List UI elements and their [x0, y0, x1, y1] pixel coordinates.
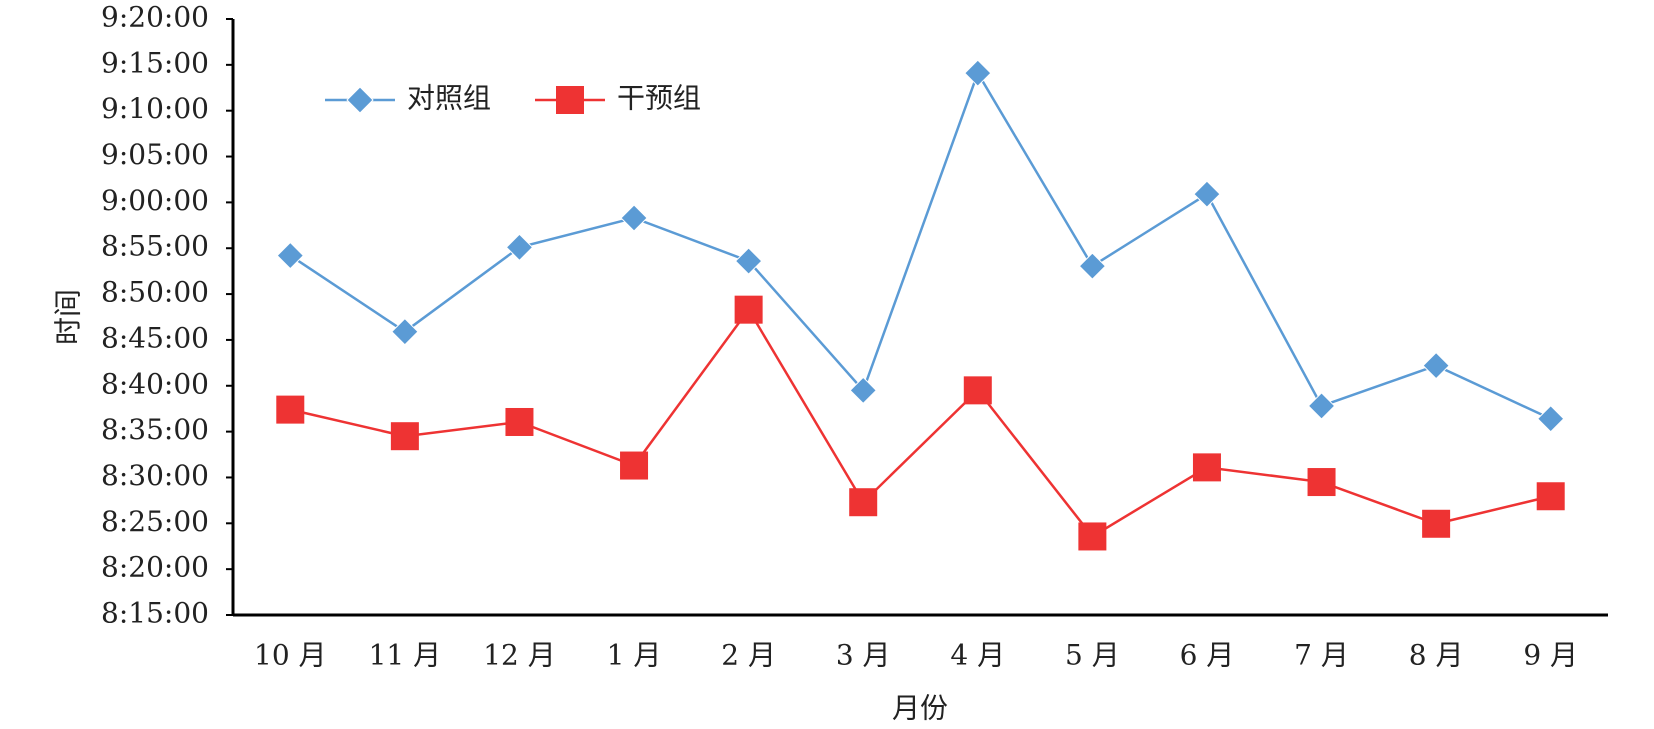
- marker: [1537, 405, 1565, 433]
- x-axis-title: 月份: [892, 692, 948, 725]
- x-tick-label: 1 月: [607, 639, 662, 672]
- x-tick-label: 5 月: [1065, 639, 1120, 672]
- marker: [1078, 522, 1107, 551]
- y-tick-label: 9:00:00: [101, 184, 209, 217]
- marker: [505, 233, 534, 262]
- marker: [1422, 351, 1450, 380]
- marker: [1422, 509, 1451, 538]
- marker: [391, 317, 419, 346]
- y-tick-label: 8:55:00: [101, 230, 209, 263]
- marker: [849, 376, 877, 405]
- marker: [390, 422, 419, 451]
- y-tick-label: 8:20:00: [101, 551, 209, 584]
- y-tick-label: 9:10:00: [101, 92, 209, 125]
- y-tick-label: 8:50:00: [101, 276, 209, 309]
- marker: [276, 395, 305, 424]
- series-line: [290, 307, 1552, 539]
- x-tick-label: 3 月: [836, 639, 891, 672]
- x-tick-label: 4 月: [950, 639, 1005, 672]
- y-tick-label: 8:25:00: [101, 505, 209, 538]
- x-tick-label: 7 月: [1294, 639, 1349, 672]
- legend-label: 对照组: [407, 82, 491, 115]
- marker: [505, 407, 534, 436]
- marker: [964, 59, 992, 87]
- marker: [276, 241, 304, 270]
- y-axis-title: 时间: [52, 289, 85, 345]
- x-tick-label: 2 月: [721, 639, 776, 672]
- y-tick-label: 9:20:00: [101, 1, 209, 34]
- y-tick-label: 8:15:00: [101, 597, 209, 630]
- y-tick-label: 9:05:00: [101, 138, 209, 171]
- marker: [1536, 482, 1565, 511]
- x-tick-label: 6 月: [1180, 639, 1235, 672]
- marker: [346, 86, 374, 114]
- marker: [620, 451, 649, 480]
- y-tick-label: 8:30:00: [101, 459, 209, 492]
- marker: [1307, 468, 1336, 497]
- y-tick-label: 9:15:00: [101, 46, 209, 79]
- y-tick-label: 8:35:00: [101, 413, 209, 446]
- series-line: [289, 70, 1552, 420]
- y-tick-label: 8:45:00: [101, 321, 209, 354]
- marker: [734, 295, 763, 324]
- marker: [620, 204, 648, 232]
- marker: [1307, 392, 1336, 420]
- marker: [849, 488, 878, 517]
- marker: [1193, 180, 1221, 208]
- x-tick-label: 8 月: [1409, 639, 1464, 672]
- marker: [963, 376, 992, 405]
- x-tick-label: 10 月: [254, 639, 327, 672]
- marker: [1078, 252, 1107, 280]
- marker: [556, 86, 584, 114]
- marker: [1192, 453, 1221, 482]
- x-tick-label: 9 月: [1523, 639, 1578, 672]
- legend-label: 干预组: [617, 82, 701, 115]
- marker: [734, 247, 763, 275]
- x-tick-label: 12 月: [483, 639, 556, 672]
- y-tick-label: 8:40:00: [101, 367, 209, 400]
- x-tick-label: 11 月: [369, 639, 442, 672]
